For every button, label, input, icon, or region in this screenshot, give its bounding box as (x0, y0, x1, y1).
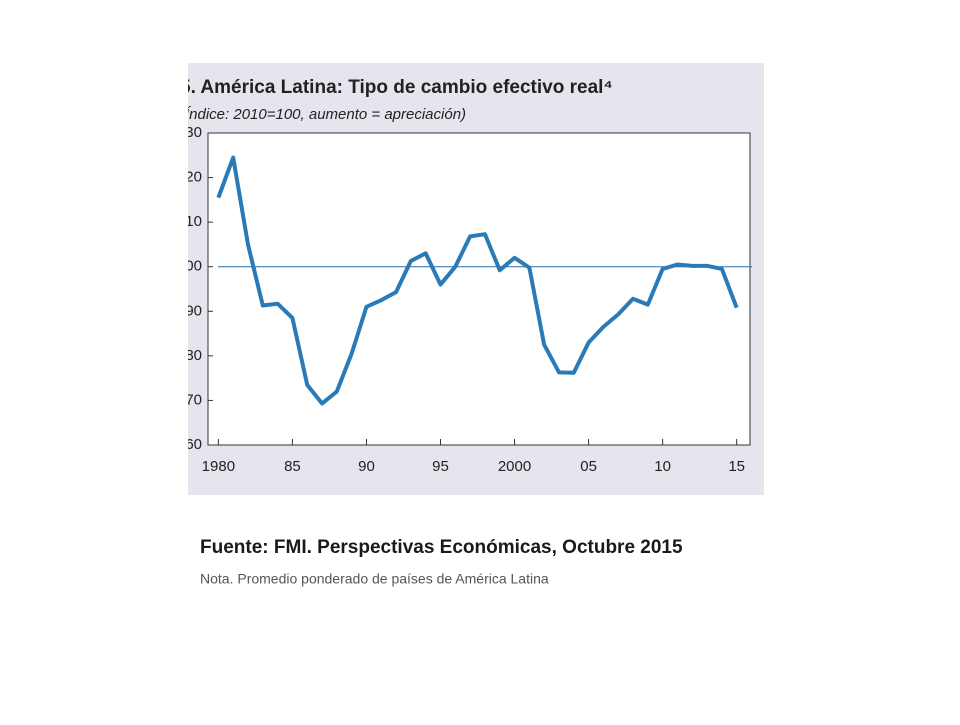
x-tick-label: 1980 (202, 458, 235, 475)
x-tick-label: 10 (654, 458, 671, 475)
y-tick-label: 80 (185, 347, 202, 364)
y-tick-label: 130 (177, 124, 202, 141)
y-tick-label: 100 (177, 258, 202, 275)
plot-area (207, 132, 751, 446)
y-tick-label: 110 (178, 213, 202, 230)
x-tick-label: 2000 (498, 458, 531, 475)
source: Fuente: FMI. Perspectivas Económicas, Oc… (200, 537, 683, 558)
chart-title: 5. América Latina: Tipo de cambio efecti… (180, 77, 613, 98)
x-tick-label: 15 (728, 458, 745, 475)
chart: 5. América Latina: Tipo de cambio efecti… (177, 77, 752, 475)
note: Nota. Promedio ponderado de países de Am… (200, 571, 549, 587)
x-tick-label: 05 (580, 458, 597, 475)
x-tick-label: 90 (358, 458, 375, 475)
y-tick-label: 90 (185, 302, 202, 319)
y-tick-label: 60 (185, 436, 202, 453)
series-line (216, 155, 739, 406)
x-tick-label: 85 (284, 458, 301, 475)
chart-subtitle: (Índice: 2010=100, aumento = apreciación… (180, 106, 466, 123)
x-tick-label: 95 (432, 458, 449, 475)
y-tick-label: 120 (177, 169, 202, 186)
y-tick-label: 70 (185, 391, 202, 408)
